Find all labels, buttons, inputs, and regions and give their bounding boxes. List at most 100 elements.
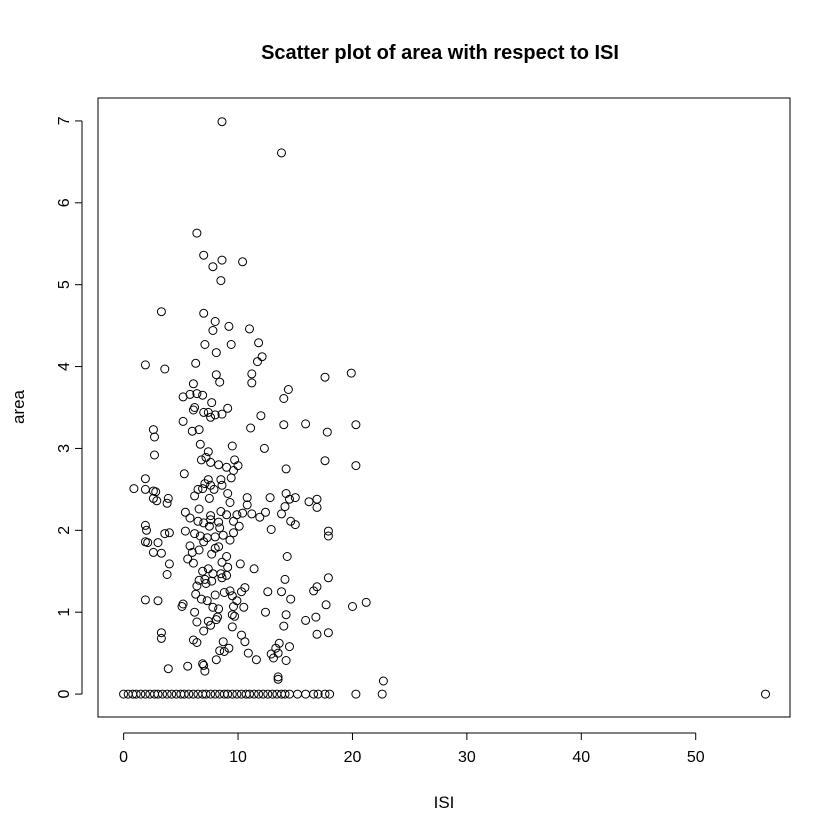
data-point <box>242 493 252 503</box>
data-point <box>217 573 227 583</box>
data-point <box>200 479 210 489</box>
data-point <box>286 594 296 604</box>
data-point <box>256 411 266 421</box>
y-tick-label: 5 <box>56 280 73 289</box>
data-point <box>216 276 226 286</box>
data-point <box>190 491 200 501</box>
data-point <box>222 570 232 580</box>
data-point <box>152 496 162 506</box>
data-point <box>162 689 172 699</box>
data-point <box>151 487 161 497</box>
data-point <box>286 516 296 526</box>
data-point <box>323 628 333 638</box>
data-point <box>301 419 311 429</box>
data-point <box>321 600 331 610</box>
data-point <box>277 148 286 158</box>
data-point <box>191 589 201 599</box>
data-point <box>206 457 216 467</box>
data-point <box>237 689 246 699</box>
data-point <box>377 689 387 699</box>
data-point <box>225 586 235 596</box>
data-point <box>222 552 232 561</box>
data-point <box>185 513 195 523</box>
data-point <box>323 531 333 541</box>
data-point <box>320 689 330 699</box>
data-point <box>225 535 235 545</box>
data-point <box>160 364 170 374</box>
data-point <box>206 689 216 699</box>
data-point <box>281 656 291 665</box>
data-point <box>229 516 238 526</box>
data-point <box>226 340 236 349</box>
data-point <box>207 549 217 559</box>
data-point <box>313 689 323 699</box>
data-point <box>143 538 153 548</box>
data-point <box>224 643 234 653</box>
data-point <box>378 676 388 686</box>
data-point <box>177 602 187 611</box>
data-point <box>245 689 254 699</box>
data-point <box>322 427 332 437</box>
data-point <box>178 392 188 402</box>
data-point <box>140 360 150 370</box>
data-point <box>235 559 245 569</box>
y-tick-label: 3 <box>56 444 73 453</box>
data-point <box>227 622 237 632</box>
data-point <box>251 655 261 665</box>
data-point <box>150 432 159 442</box>
data-point <box>208 326 218 335</box>
data-point <box>123 689 133 699</box>
data-point <box>218 637 228 647</box>
data-point <box>179 689 189 699</box>
x-axis-label: ISI <box>434 793 455 812</box>
data-point <box>230 611 240 621</box>
data-point <box>263 587 273 597</box>
data-point <box>285 642 294 652</box>
data-point <box>271 643 281 653</box>
data-point <box>217 480 227 490</box>
data-point <box>273 648 283 658</box>
data-point <box>162 498 172 508</box>
data-point <box>199 407 209 417</box>
y-axis: 0 1 2 3 4 5 6 7 <box>56 116 83 699</box>
data-point <box>153 596 163 606</box>
data-point <box>179 469 189 479</box>
data-point <box>156 628 166 638</box>
data-point <box>198 484 208 494</box>
data-point <box>265 493 275 503</box>
data-point <box>163 493 173 503</box>
data-point <box>238 508 248 518</box>
data-point <box>218 530 228 540</box>
data-point <box>129 484 139 494</box>
data-point <box>281 464 291 474</box>
data-point <box>156 548 166 558</box>
data-point <box>214 604 224 614</box>
data-point <box>119 689 129 699</box>
data-point <box>224 321 234 331</box>
data-point <box>223 562 233 572</box>
data-point <box>249 689 259 699</box>
x-tick-label: 30 <box>458 749 476 766</box>
data-point <box>140 520 150 530</box>
data-point <box>246 423 256 433</box>
data-point <box>361 597 371 607</box>
data-point <box>140 484 150 494</box>
data-point <box>255 512 265 522</box>
data-point <box>217 557 227 567</box>
y-tick-label: 2 <box>56 526 73 535</box>
data-point <box>280 574 290 584</box>
data-point <box>311 612 321 622</box>
data-point <box>254 338 264 348</box>
data-point <box>140 595 150 605</box>
x-axis: 0 10 20 30 40 50 <box>119 732 705 766</box>
data-point <box>312 494 322 504</box>
data-point <box>229 466 238 475</box>
data-point <box>245 324 254 334</box>
data-point <box>273 672 283 682</box>
data-point <box>277 509 286 519</box>
data-point <box>325 689 335 699</box>
data-point <box>312 502 322 512</box>
data-point <box>227 591 237 601</box>
data-point <box>301 689 311 699</box>
data-point <box>204 521 214 531</box>
